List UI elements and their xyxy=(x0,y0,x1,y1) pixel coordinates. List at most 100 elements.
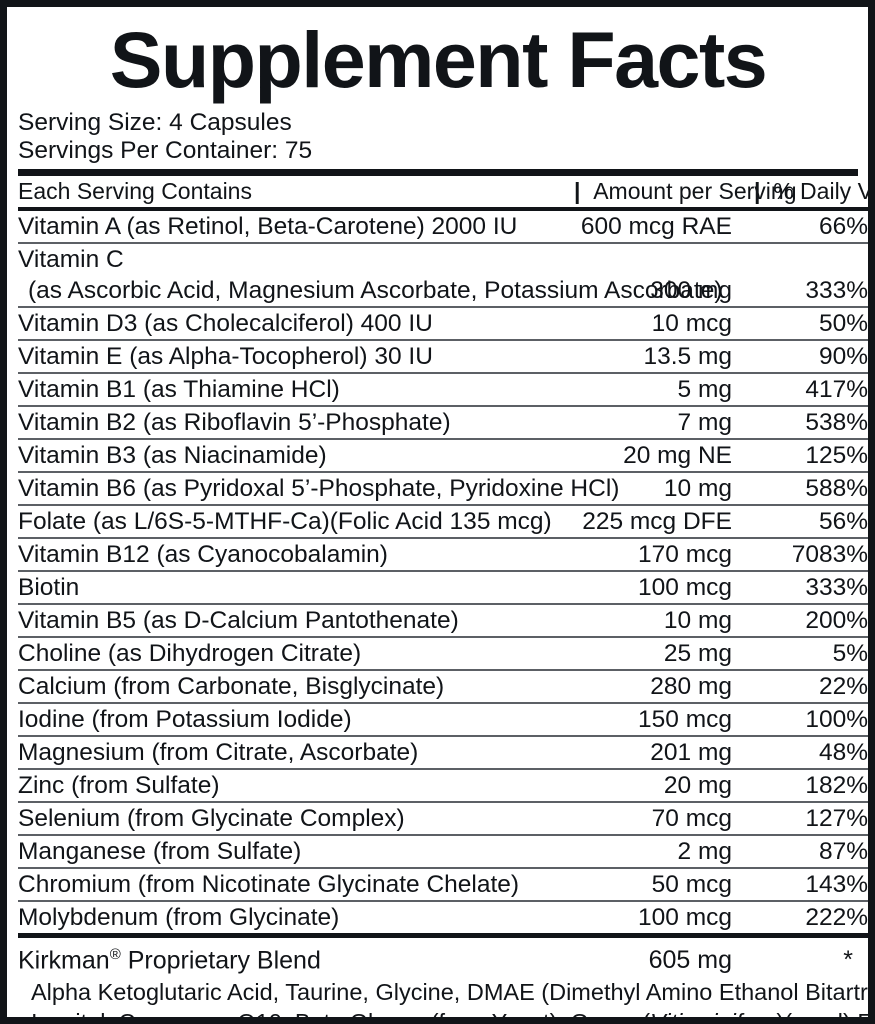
header-separator-1: | xyxy=(574,178,581,204)
table-row: Vitamin B1 (as Thiamine HCl) 5 mg 417% xyxy=(18,373,868,407)
nutrient-daily-value: 87% xyxy=(754,835,868,869)
nutrient-amount: 170 mcg xyxy=(574,538,754,572)
table-row: Vitamin B2 (as Riboflavin 5’-Phosphate) 7… xyxy=(18,406,868,440)
nutrient-daily-value: 66% xyxy=(754,211,868,244)
nutrient-name-line1: Vitamin C xyxy=(18,246,124,273)
nutrient-daily-value: 100% xyxy=(754,703,868,737)
table-row: Vitamin D3 (as Cholecalciferol) 400 IU 10… xyxy=(18,307,868,341)
nutrient-amount: 2 mg xyxy=(574,835,754,869)
nutrient-amount: 25 mg xyxy=(574,637,754,671)
table-row: Vitamin A (as Retinol, Beta-Carotene) 20… xyxy=(18,211,868,244)
nutrient-name: Magnesium (from Citrate, Ascorbate) xyxy=(18,736,574,770)
servings-per-container: Servings Per Container: 75 xyxy=(18,137,313,164)
registered-trademark-icon: ® xyxy=(109,946,121,963)
blend-brand: Kirkman xyxy=(18,946,110,975)
nutrient-daily-value: 538% xyxy=(754,406,868,440)
table-row: Iodine (from Potassium Iodide) 150 mcg 100… xyxy=(18,703,868,737)
proprietary-blend-daily-value: * xyxy=(754,933,868,978)
nutrient-name: Vitamin B6 (as Pyridoxal 5’-Phosphate, P… xyxy=(18,472,619,506)
nutrient-amount: 70 mcg xyxy=(574,802,754,836)
nutrient-amount: 20 mg NE xyxy=(574,439,754,473)
nutrient-amount: 300 mg xyxy=(574,243,754,308)
nutrient-daily-value: 127% xyxy=(754,802,868,836)
proprietary-blend-row: Kirkman® Proprietary Blend 605 mg * xyxy=(18,933,868,978)
nutrient-daily-value: 143% xyxy=(754,868,868,902)
table-row: Selenium (from Glycinate Complex) 70 mcg 1… xyxy=(18,802,868,836)
table-header-row: Each Serving Contains | Amount per Servin… xyxy=(18,176,868,207)
header-bottom-rule-line xyxy=(18,207,868,211)
table-row: Vitamin C (as Ascorbic Acid, Magnesium As… xyxy=(18,243,868,308)
proprietary-blend-ingredients-row: Alpha Ketoglutaric Acid, Taurine, Glycin… xyxy=(18,977,875,1024)
nutrient-amount: 20 mg xyxy=(574,769,754,803)
table-row: Biotin 100 mcg 333% xyxy=(18,571,868,605)
table-row: Vitamin B5 (as D-Calcium Pantothenate) 10… xyxy=(18,604,868,638)
nutrient-amount: 10 mcg xyxy=(574,307,754,341)
header-top-rule xyxy=(18,169,858,176)
nutrient-name: Iodine (from Potassium Iodide) xyxy=(18,703,574,737)
nutrient-amount: 280 mg xyxy=(574,670,754,704)
header-bottom-rule xyxy=(18,207,868,211)
blend-ingredients-line-2: Inositol, Coenzyme Q10, Beta Glucan (fro… xyxy=(18,1007,868,1024)
nutrient-amount: 10 mg xyxy=(574,472,754,506)
nutrient-name: Vitamin B3 (as Niacinamide) xyxy=(18,439,574,473)
nutrient-daily-value: 7083% xyxy=(754,538,868,572)
blend-ingredients-line-1: Alpha Ketoglutaric Acid, Taurine, Glycin… xyxy=(31,979,875,1006)
blend-ingredients-botanical-name: Vitis vinifera xyxy=(650,1009,777,1024)
nutrient-amount: 225 mcg DFE xyxy=(574,505,754,539)
proprietary-blend-name: Kirkman® Proprietary Blend xyxy=(18,933,574,978)
blend-name-suffix: Proprietary Blend xyxy=(120,946,321,975)
nutrient-name: Vitamin B12 (as Cyanocobalamin) xyxy=(18,538,574,572)
nutrient-daily-value: 222% xyxy=(754,901,868,937)
nutrient-name: Chromium (from Nicotinate Glycinate Chel… xyxy=(18,868,574,902)
proprietary-blend-amount: 605 mg xyxy=(574,933,754,978)
serving-size: Serving Size: 4 Capsules xyxy=(18,109,292,136)
nutrient-name: Vitamin D3 (as Cholecalciferol) 400 IU xyxy=(18,307,574,341)
nutrient-amount: 100 mcg xyxy=(574,571,754,605)
table-row: Vitamin B12 (as Cyanocobalamin) 170 mcg 70… xyxy=(18,538,868,572)
nutrient-name: Zinc (from Sulfate) xyxy=(18,769,574,803)
nutrient-amount: 10 mg xyxy=(574,604,754,638)
table-row: Chromium (from Nicotinate Glycinate Chel… xyxy=(18,868,868,902)
table-row: Zinc (from Sulfate) 20 mg 182% xyxy=(18,769,868,803)
nutrient-daily-value: 5% xyxy=(754,637,868,671)
nutrient-name: Calcium (from Carbonate, Bisglycinate) xyxy=(18,670,574,704)
nutrient-amount: 100 mcg xyxy=(574,901,754,937)
nutrient-amount: 600 mcg RAE xyxy=(574,211,754,244)
table-row: Vitamin B3 (as Niacinamide) 20 mg NE 125% xyxy=(18,439,868,473)
blend-ingredients-line2-pre: Inositol, Coenzyme Q10, Beta Glucan (fro… xyxy=(31,1009,651,1024)
header-bottom-rule-row xyxy=(18,207,868,211)
nutrient-daily-value: 125% xyxy=(754,439,868,473)
nutrient-name: Choline (as Dihydrogen Citrate) xyxy=(18,637,574,671)
nutrition-table: Each Serving Contains | Amount per Servin… xyxy=(18,176,875,1024)
nutrient-name: Vitamin C (as Ascorbic Acid, Magnesium As… xyxy=(18,243,722,308)
nutrient-name: Biotin xyxy=(18,571,574,605)
nutrient-amount: 150 mcg xyxy=(574,703,754,737)
nutrient-name: Manganese (from Sulfate) xyxy=(18,835,574,869)
header-separator-2: | xyxy=(754,178,761,204)
nutrient-daily-value: 333% xyxy=(754,571,868,605)
blend-ingredients-line2-post: )(seed) Extract xyxy=(776,1009,874,1024)
nutrient-name: Vitamin E (as Alpha-Tocopherol) 30 IU xyxy=(18,340,574,374)
column-header-dv-label: % Daily Value xyxy=(773,178,872,204)
column-header-name: Each Serving Contains xyxy=(18,178,252,204)
nutrient-daily-value: 182% xyxy=(754,769,868,803)
nutrient-daily-value: 417% xyxy=(754,373,868,407)
nutrient-name: Molybdenum (from Glycinate) xyxy=(18,901,574,937)
nutrient-daily-value: 90% xyxy=(754,340,868,374)
nutrient-name: Vitamin B2 (as Riboflavin 5’-Phosphate) xyxy=(18,406,574,440)
nutrient-amount: 7 mg xyxy=(574,406,754,440)
proprietary-blend-ingredients: Alpha Ketoglutaric Acid, Taurine, Glycin… xyxy=(18,977,875,1024)
nutrient-name: Selenium (from Glycinate Complex) xyxy=(18,802,574,836)
nutrient-daily-value: 200% xyxy=(754,604,868,638)
table-row: Vitamin E (as Alpha-Tocopherol) 30 IU 13.… xyxy=(18,340,868,374)
column-header-amount: | Amount per Serving xyxy=(574,176,797,207)
nutrient-daily-value: 333% xyxy=(754,243,868,308)
nutrient-name: Folate (as L/6S-5-MTHF-Ca)(Folic Acid 13… xyxy=(18,505,574,539)
table-row: Calcium (from Carbonate, Bisglycinate) 28… xyxy=(18,670,868,704)
nutrient-daily-value: 50% xyxy=(754,307,868,341)
serving-info: Serving Size: 4 Capsules Servings Per Co… xyxy=(18,109,858,165)
table-row: Manganese (from Sulfate) 2 mg 87% xyxy=(18,835,868,869)
nutrient-daily-value: 22% xyxy=(754,670,868,704)
nutrient-amount: 201 mg xyxy=(574,736,754,770)
